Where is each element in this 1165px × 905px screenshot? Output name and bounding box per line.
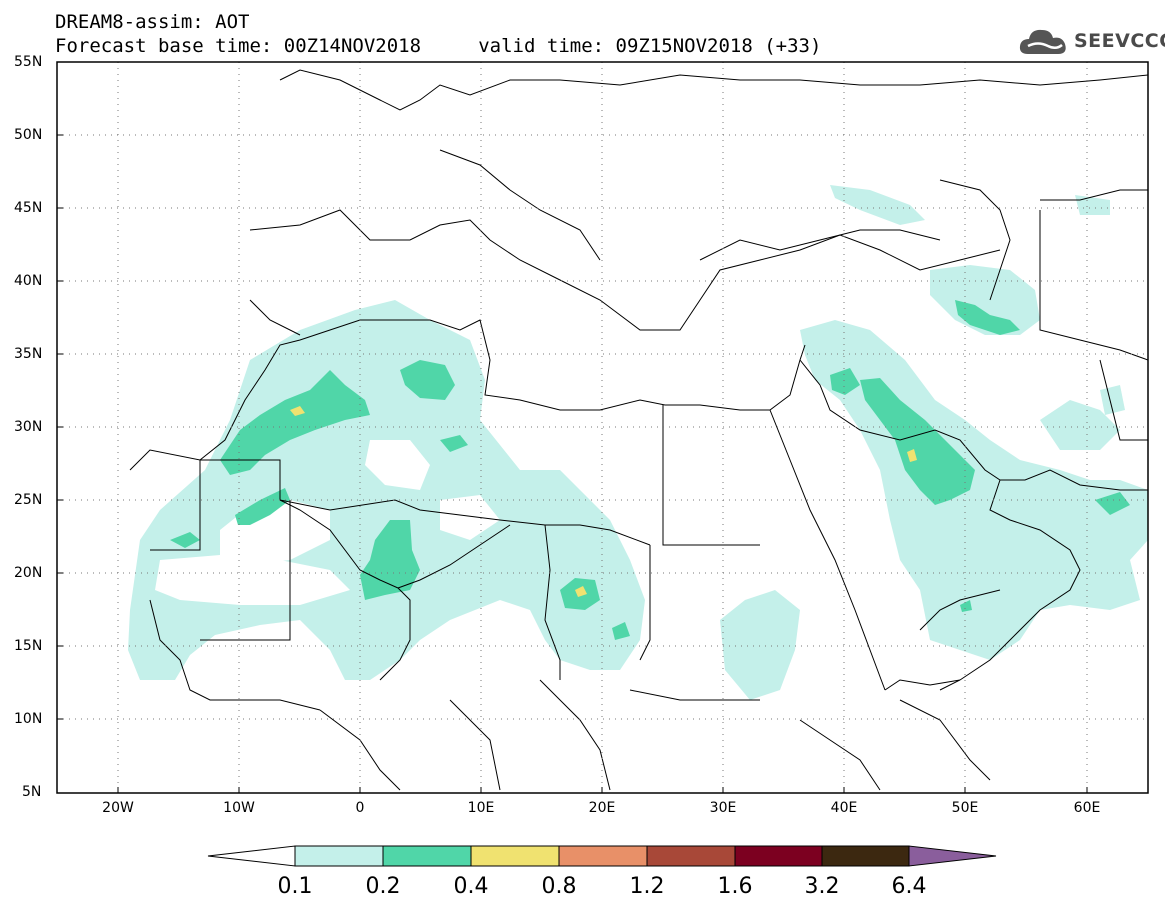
lat-label-25n: 25N <box>14 492 43 508</box>
colorbar-label: 0.8 <box>541 874 577 899</box>
lon-label-20w: 20W <box>102 800 134 816</box>
lat-label-50n: 50N <box>14 127 43 143</box>
colorbar-label: 1.6 <box>717 874 753 899</box>
lon-label-20e: 20E <box>588 800 616 816</box>
colorbar-label: 6.4 <box>891 874 927 899</box>
forecast-time-info: Forecast base time: 00Z14NOV2018 valid t… <box>55 35 822 57</box>
lat-label-40n: 40N <box>14 273 43 289</box>
lat-label-5n: 5N <box>22 784 42 800</box>
country-borders <box>129 69 1148 791</box>
map-title: DREAM8-assim: AOT <box>55 11 250 33</box>
colorbar-label: 0.4 <box>453 874 489 899</box>
lon-label-60e: 60E <box>1073 800 1101 816</box>
colorbar-swatch-3 <box>470 845 560 867</box>
lat-label-55n: 55N <box>14 54 43 70</box>
map-frame <box>56 61 1149 794</box>
cloud-icon <box>1019 29 1066 54</box>
lat-label-35n: 35N <box>14 346 43 362</box>
lat-label-30n: 30N <box>14 419 43 435</box>
lon-label-40e: 40E <box>830 800 858 816</box>
colorbar-swatch-6 <box>734 845 823 867</box>
lon-label-30e: 30E <box>709 800 737 816</box>
colorbar-swatch-5 <box>646 845 736 867</box>
aot-mid-region <box>170 300 1130 640</box>
colorbar-label: 0.2 <box>365 874 401 899</box>
lon-label-0: 0 <box>355 800 365 816</box>
colorbar-label: 0.1 <box>277 874 313 899</box>
axis-ticks <box>57 61 1088 793</box>
lat-label-15n: 15N <box>14 638 43 654</box>
lat-label-10n: 10N <box>14 711 43 727</box>
colorbar-label: 3.2 <box>804 874 840 899</box>
seevccc-logo: SEEVCCC <box>1018 24 1165 60</box>
lon-label-10e: 10E <box>467 800 495 816</box>
colorbar-swatch-4 <box>558 845 648 867</box>
colorbar <box>207 845 997 867</box>
colorbar-swatch-7 <box>821 845 910 867</box>
lat-label-45n: 45N <box>14 200 43 216</box>
aot-field <box>128 185 1148 700</box>
lon-label-10w: 10W <box>223 800 255 816</box>
colorbar-swatch-1 <box>294 845 384 867</box>
colorbar-min-arrow <box>207 845 296 867</box>
colorbar-label: 1.2 <box>629 874 665 899</box>
lat-lon-grid <box>57 62 1148 793</box>
aot-high-region <box>290 406 917 597</box>
logo-text: SEEVCCC <box>1074 30 1165 52</box>
lon-label-50e: 50E <box>951 800 979 816</box>
colorbar-max-arrow <box>908 845 997 867</box>
lat-label-20n: 20N <box>14 565 43 581</box>
colorbar-swatch-2 <box>382 845 472 867</box>
